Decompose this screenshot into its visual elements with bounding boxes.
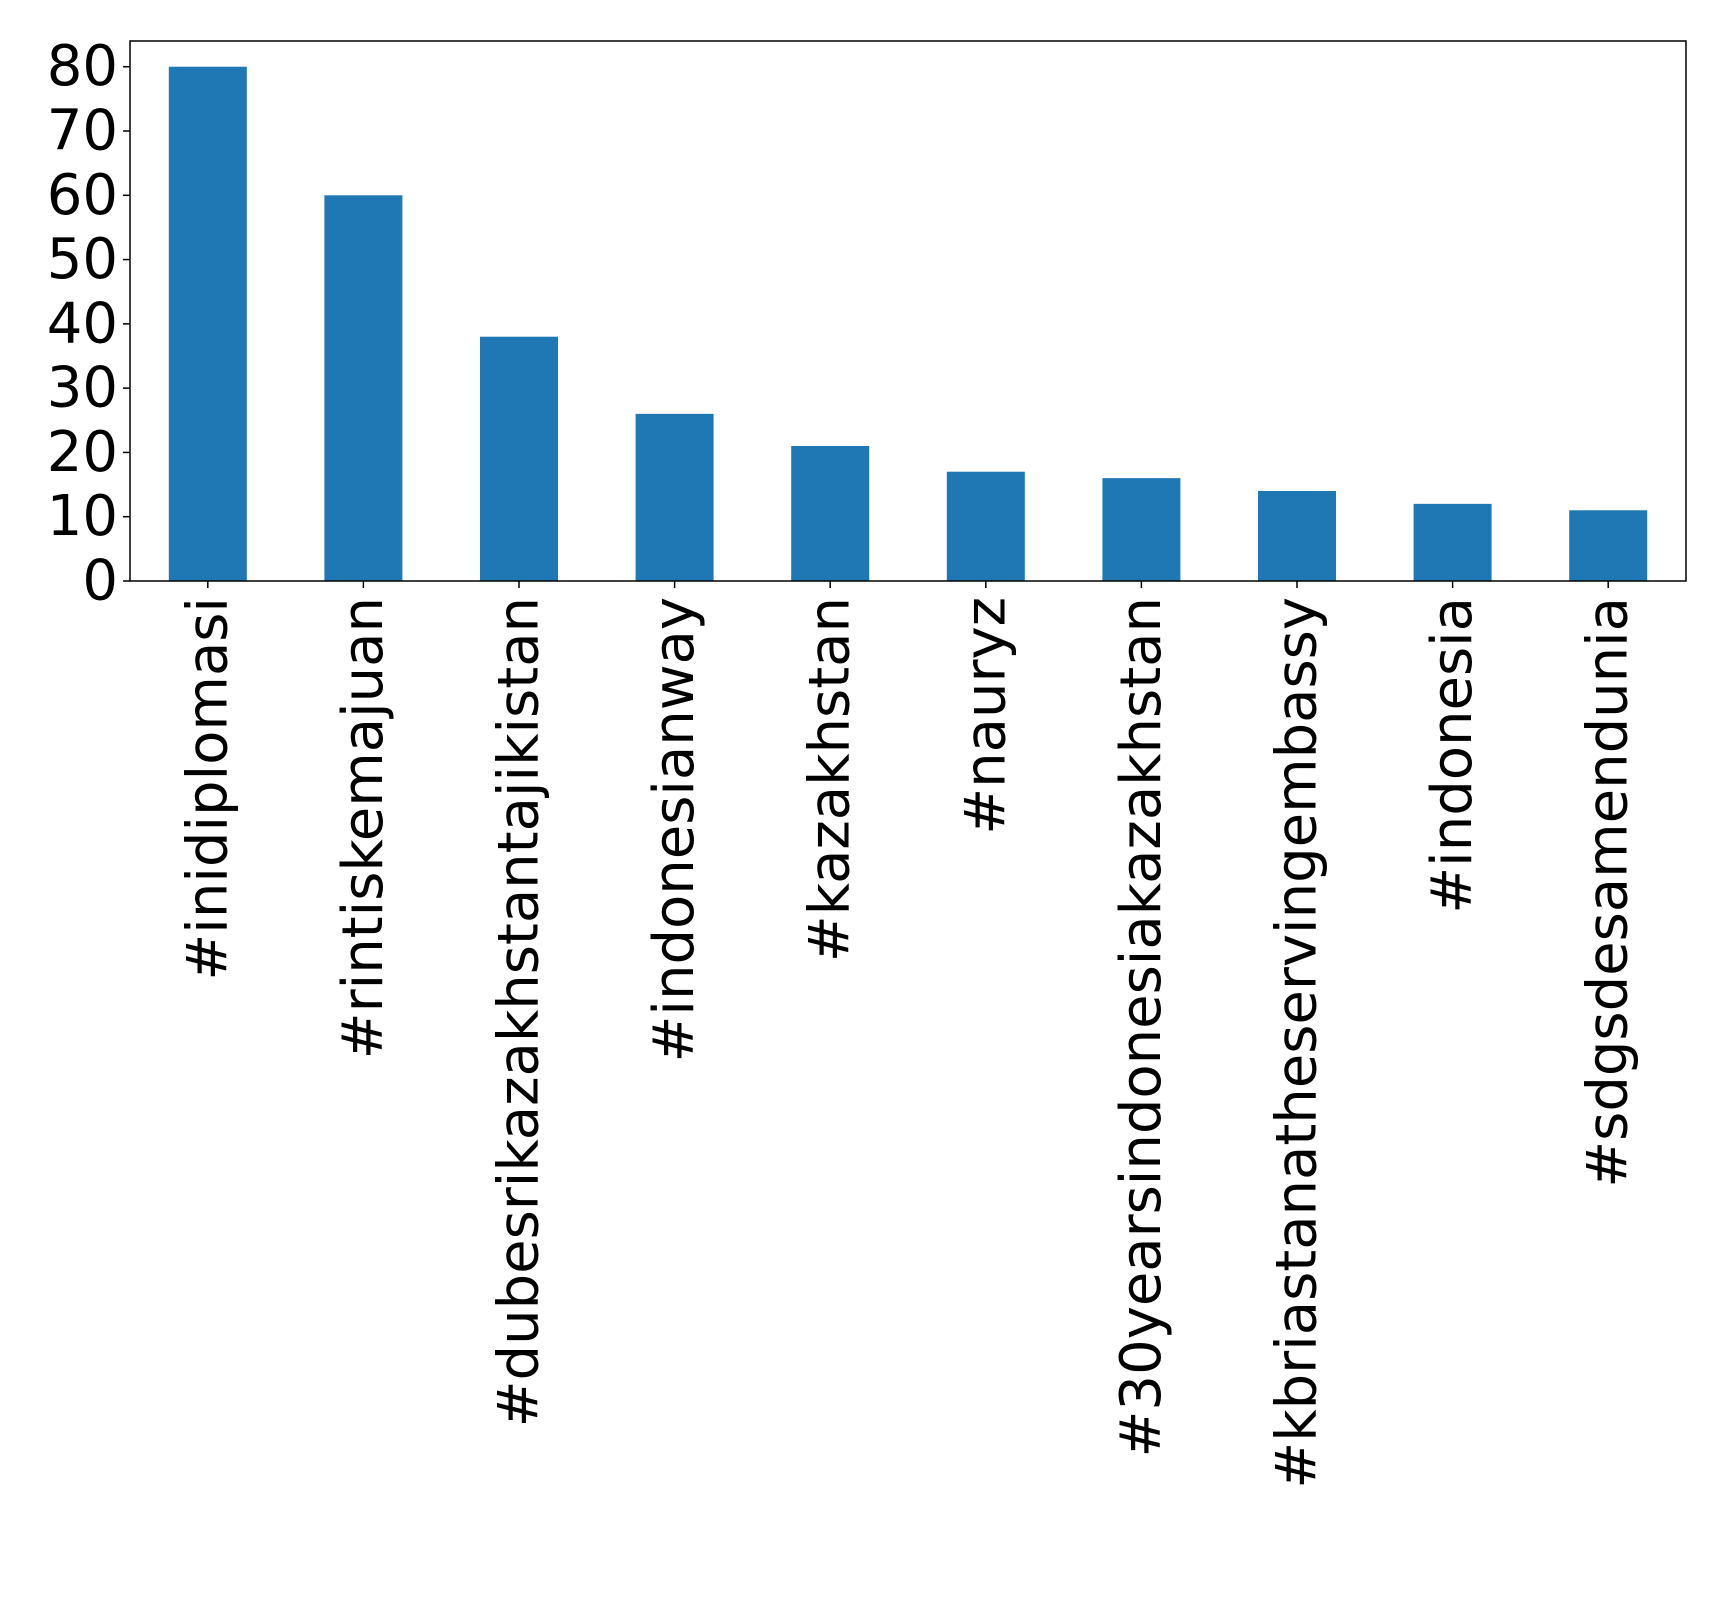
y-tick-label: 30 — [47, 356, 118, 421]
bar-indonesia — [1413, 503, 1492, 581]
x-tick-label: #indonesianway — [642, 597, 707, 1063]
bar-indonesianway — [635, 413, 714, 581]
plot-frame — [129, 40, 1687, 582]
bar-kbriastanatheservingembassy — [1258, 491, 1336, 581]
x-tick-label: #rintiskemajuan — [331, 597, 396, 1059]
y-tick-label: 10 — [47, 484, 118, 549]
y-tick-label: 60 — [47, 163, 118, 228]
y-tick-label: 80 — [47, 34, 118, 99]
bar-nauryz — [946, 471, 1025, 581]
bars-layer — [168, 66, 1648, 582]
bar-kazakhstan — [791, 446, 870, 581]
y-tick-label: 20 — [47, 420, 118, 485]
bar-sdgsdesamendunia — [1569, 510, 1648, 581]
bar-inidiplomasi — [168, 66, 247, 581]
x-tick-label: #kbriastanatheservingembassy — [1265, 597, 1330, 1489]
x-tick-label: #dubesrikazakhstantajikistan — [487, 597, 552, 1427]
x-tick-label: #sdgsdesamendunia — [1576, 597, 1641, 1188]
x-tick-label: #kazakhstan — [798, 597, 863, 962]
bar-rintiskemajuan — [324, 195, 403, 582]
y-tick-label: 0 — [82, 549, 118, 614]
y-tick-label: 40 — [47, 291, 118, 356]
y-tick-label: 70 — [47, 99, 118, 164]
x-tick-label: #inidiplomasi — [175, 597, 240, 981]
bar-dubesrikazakhstantajikistan — [480, 336, 558, 581]
bar-30yearsindonesiakazakhstan — [1102, 478, 1181, 581]
x-tick-label: #indonesia — [1420, 597, 1485, 914]
x-axis-ticks: #inidiplomasi #rintiskemajuan #dubesrikaza… — [175, 581, 1641, 1489]
x-tick-label: #nauryz — [953, 597, 1018, 835]
x-tick-label: #30yearsindonesiakazakhstan — [1109, 597, 1174, 1457]
y-tick-label: 50 — [47, 227, 118, 292]
